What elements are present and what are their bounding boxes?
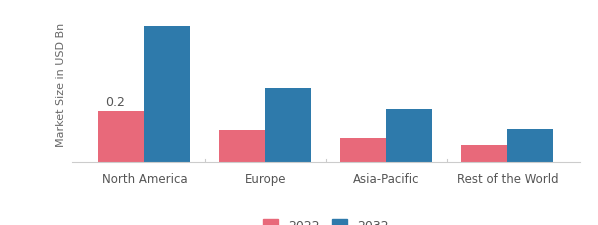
Bar bbox=[219, 131, 266, 162]
Bar bbox=[386, 109, 432, 162]
Bar bbox=[340, 138, 386, 162]
Legend: 2022, 2032: 2022, 2032 bbox=[258, 214, 394, 225]
Bar bbox=[99, 112, 144, 162]
Bar bbox=[144, 27, 190, 162]
Y-axis label: Market Size in USD Bn: Market Size in USD Bn bbox=[56, 22, 66, 146]
Bar bbox=[508, 129, 553, 162]
Text: 0.2: 0.2 bbox=[105, 95, 125, 108]
Bar bbox=[266, 88, 312, 162]
Bar bbox=[462, 146, 508, 162]
